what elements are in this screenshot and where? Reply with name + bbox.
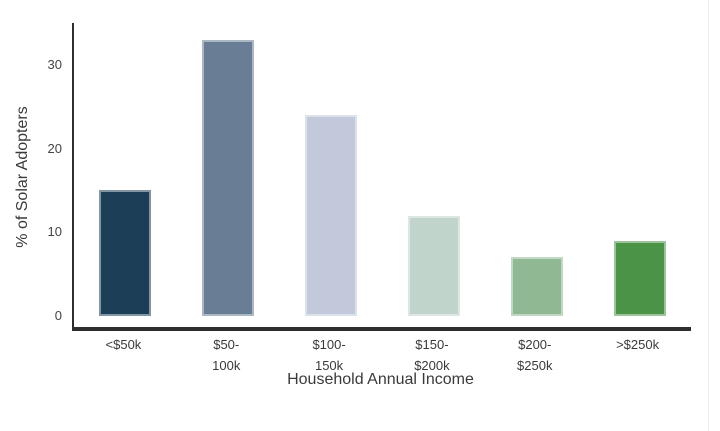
x-tick-line: $100-: [312, 337, 346, 352]
x-tick-line: $150-: [415, 337, 449, 352]
panel-right-divider: [708, 0, 709, 431]
x-tick-line: $50-: [213, 337, 240, 352]
bar-2: [305, 115, 358, 316]
x-tick-line: 150k: [314, 358, 344, 373]
x-tick-label: $200- $250k: [483, 334, 586, 376]
y-tick-label: 20: [47, 140, 62, 156]
x-tick-label: $100- 150k: [278, 334, 381, 376]
bar-3: [407, 215, 460, 316]
x-tick-line: 100k: [212, 358, 241, 373]
plot-area: [72, 23, 691, 331]
x-axis-title: Household Annual Income: [287, 371, 474, 388]
bar-4: [510, 257, 563, 316]
x-tick-line: $200k: [414, 358, 450, 373]
x-tick-label: $150- $200k: [381, 334, 484, 376]
x-tick-label: $50- 100k: [175, 334, 278, 376]
y-tick-label: 30: [47, 56, 62, 72]
bar-1: [202, 39, 255, 316]
bar-0: [99, 190, 152, 316]
y-tick-label: 0: [54, 308, 62, 323]
x-tick-line: $200-: [518, 337, 552, 352]
x-tick-line: $250k: [517, 358, 553, 373]
x-tick-line: <$50k: [105, 337, 142, 352]
x-tick-line: >$250k: [616, 337, 660, 352]
x-tick-label: >$250k: [586, 334, 689, 355]
bar-5: [613, 240, 666, 316]
y-tick-label: 10: [47, 224, 62, 240]
x-tick-label: <$50k: [72, 334, 175, 355]
